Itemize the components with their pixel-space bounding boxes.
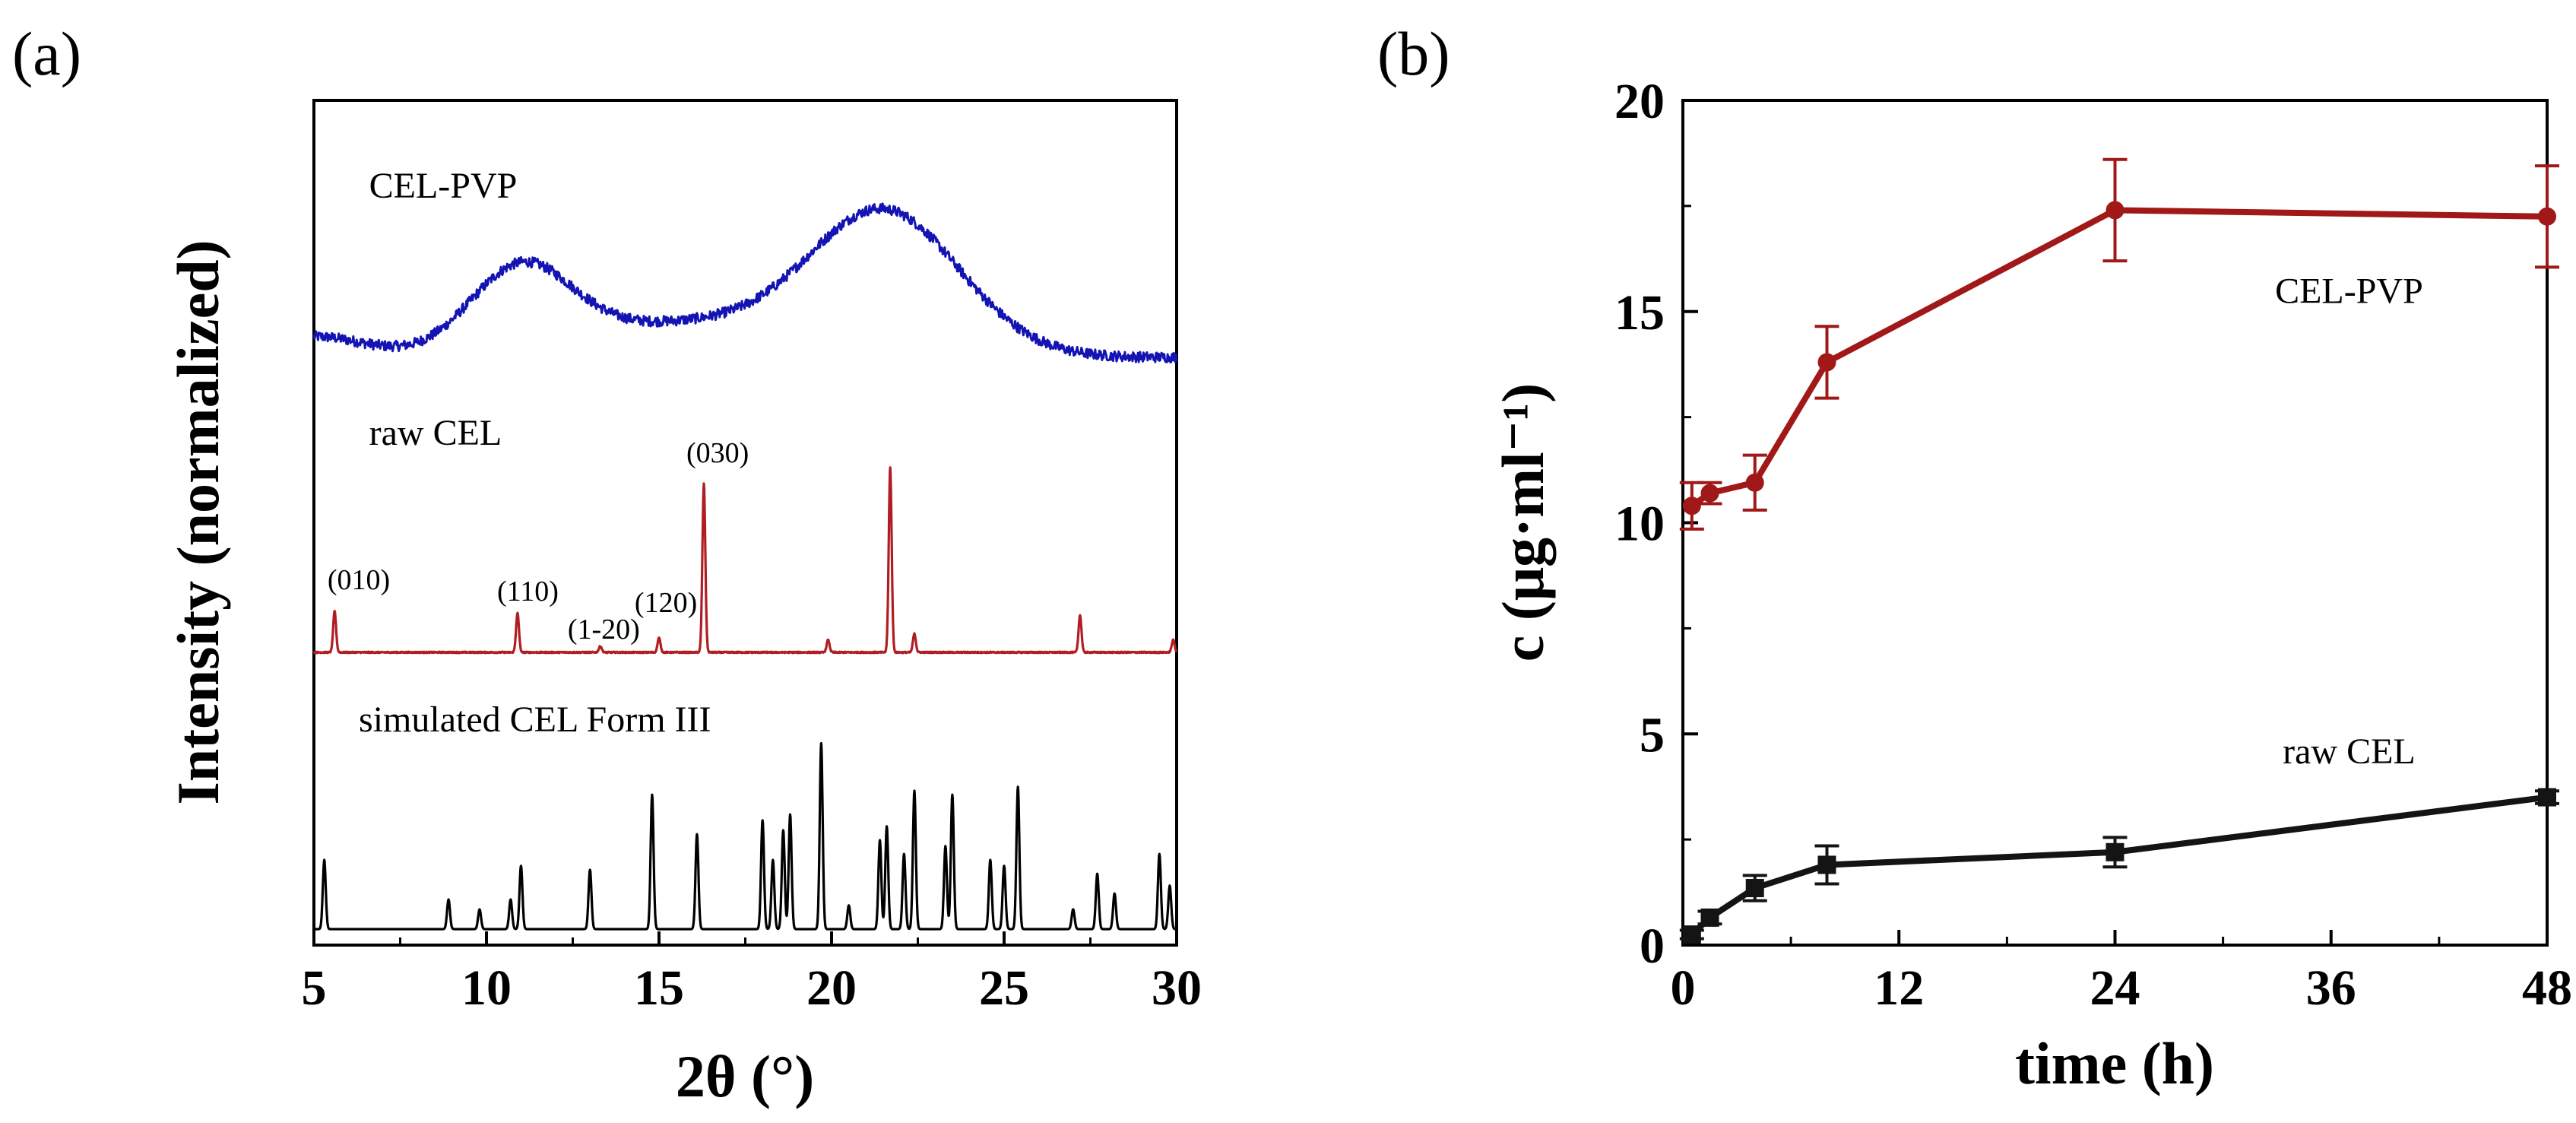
dissolution-y-tick-label: 15 [1614, 285, 1665, 341]
dissolution-x-tick-label: 0 [1671, 960, 1696, 1016]
dissolution-series-label-raw-cel: raw CEL [2283, 731, 2416, 772]
xrd-line-cel-pvp [312, 202, 1178, 363]
dissolution-point-raw-cel [1817, 855, 1836, 874]
xrd-chart: 5 10 15 20 25 30 CEL-PVP raw CEL simulated CEL … [165, 99, 1202, 1109]
dissolution-point-raw-cel [1682, 925, 1701, 944]
xrd-plot-frame [312, 99, 1178, 947]
xrd-x-ticks: 5 10 15 20 25 30 [302, 931, 1202, 1016]
xrd-x-axis-title: 2θ (°) [676, 1043, 814, 1109]
dissolution-x-tick-label: 24 [2090, 960, 2140, 1016]
dissolution-point-raw-cel [2105, 842, 2124, 861]
dissolution-point-cel-pvp [2105, 201, 2124, 220]
dissolution-point-cel-pvp [1745, 473, 1764, 492]
dissolution-point-cel-pvp [1682, 496, 1701, 516]
xrd-x-tick-label: 25 [979, 960, 1029, 1016]
dissolution-y-tick-label: 0 [1640, 918, 1665, 974]
dissolution-y-tick-label: 20 [1614, 74, 1665, 129]
xrd-x-tick-label: 30 [1152, 960, 1202, 1016]
panel-b-label: (b) [1377, 19, 1450, 88]
xrd-x-tick-label: 15 [634, 960, 684, 1016]
xrd-annotation-cel-pvp: CEL-PVP [369, 166, 518, 206]
xrd-annotation-010: (010) [328, 564, 390, 596]
dissolution-point-cel-pvp [1700, 484, 1719, 503]
xrd-x-tick-label: 10 [461, 960, 512, 1016]
xrd-series-group [312, 202, 1178, 931]
dissolution-y-tick-label: 10 [1614, 496, 1665, 552]
xrd-annotation-110: (110) [497, 576, 559, 607]
dissolution-y-tick-label: 5 [1640, 707, 1665, 763]
dissolution-series-label-cel-pvp: CEL-PVP [2275, 271, 2423, 312]
dissolution-x-tick-label: 36 [2306, 960, 2356, 1016]
dissolution-point-raw-cel [2538, 788, 2556, 807]
dissolution-x-axis-title: time (h) [2015, 1030, 2214, 1096]
dissolution-chart: 0 12 24 36 48 0 5 10 15 20 CEL-PVP raw CEL time (h… [1490, 74, 2572, 1096]
dissolution-point-cel-pvp [2538, 207, 2556, 226]
dissolution-point-cel-pvp [1817, 353, 1836, 372]
dissolution-series-group: CEL-PVP raw CEL [1679, 157, 2559, 944]
dissolution-point-raw-cel [1745, 879, 1764, 898]
dissolution-x-tick-label: 48 [2522, 960, 2572, 1016]
dissolution-ticks: 0 12 24 36 48 0 5 10 15 20 [1614, 74, 2572, 1016]
dissolution-point-raw-cel [1700, 908, 1719, 927]
xrd-annotation-raw-cel: raw CEL [369, 413, 502, 453]
dissolution-y-axis-title: c (μg·ml⁻¹) [1490, 383, 1556, 662]
xrd-line-raw-cel [312, 466, 1178, 655]
xrd-y-axis-title: Intensity (normalized) [165, 240, 231, 804]
xrd-annotation-simulated-cel-form-iii: simulated CEL Form III [359, 699, 711, 740]
xrd-annotation-120: (120) [635, 587, 697, 619]
xrd-annotation-1-20: (1-20) [568, 614, 640, 646]
panel-a-label: (a) [12, 19, 81, 88]
xrd-line-simulated-cel-form-iii [312, 742, 1178, 931]
xrd-x-tick-label: 20 [806, 960, 857, 1016]
dissolution-x-tick-label: 12 [1874, 960, 1924, 1016]
xrd-annotations: CEL-PVP raw CEL simulated CEL Form III (010… [328, 166, 749, 740]
xrd-annotation-030: (030) [686, 437, 749, 469]
xrd-x-tick-label: 5 [302, 960, 327, 1016]
